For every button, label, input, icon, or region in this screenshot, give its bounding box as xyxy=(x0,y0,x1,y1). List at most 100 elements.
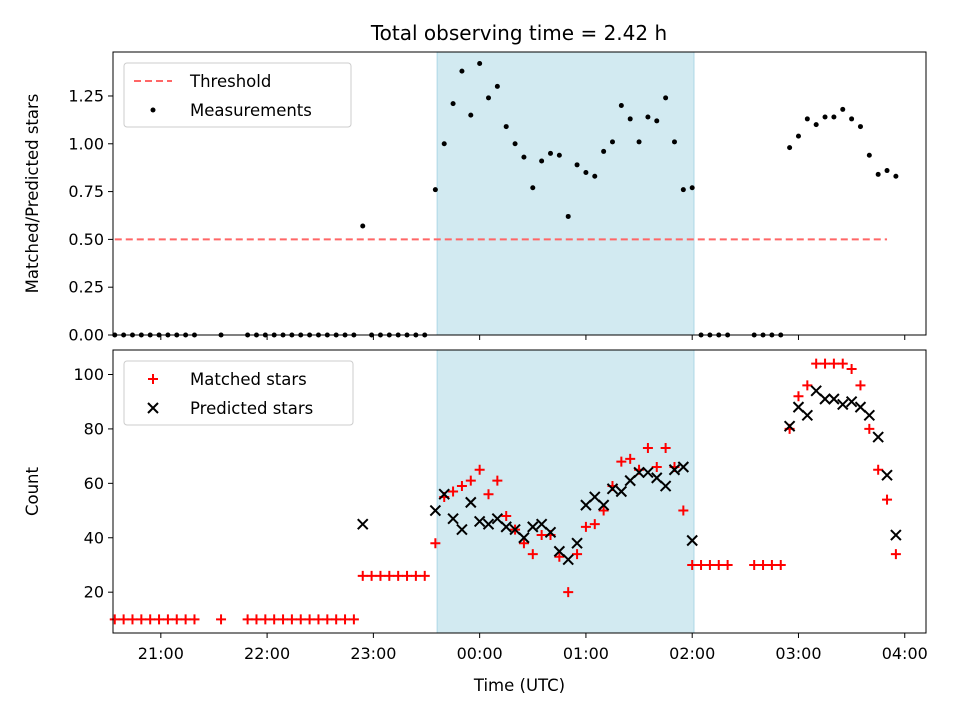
legend: Matched stars Predicted stars xyxy=(123,360,354,426)
measurement-point xyxy=(840,106,846,112)
matched-point xyxy=(474,464,485,475)
matched-point xyxy=(589,519,600,530)
matched-point xyxy=(572,549,583,560)
matched-point xyxy=(118,614,129,625)
predicted-point xyxy=(357,518,369,530)
measurement-point xyxy=(849,116,855,122)
x-tick-label: 23:00 xyxy=(350,644,396,663)
matched-point xyxy=(242,614,253,625)
matched-point xyxy=(171,614,182,625)
predicted-point xyxy=(872,431,884,443)
predicted-point xyxy=(677,461,690,473)
matched-point xyxy=(286,614,297,625)
matched-point xyxy=(766,559,777,570)
matched-point xyxy=(269,614,280,625)
predicted-point xyxy=(527,521,539,533)
predicted-point xyxy=(429,504,442,517)
y-tick-label: 0.25 xyxy=(68,278,104,297)
measurement-point xyxy=(884,168,890,174)
matched-point xyxy=(410,570,421,581)
matched-point xyxy=(402,570,413,581)
predicted-point xyxy=(668,464,681,476)
matched-point xyxy=(828,358,839,369)
predicted-point xyxy=(597,499,610,511)
matched-point xyxy=(278,614,289,625)
measurement-point xyxy=(671,139,677,145)
predicted-point xyxy=(659,480,672,492)
predicted-point xyxy=(571,537,583,549)
x-tick-label: 00:00 xyxy=(457,644,503,663)
predicted-point xyxy=(580,499,592,511)
y-tick-label: 40 xyxy=(84,528,104,547)
predicted-point xyxy=(535,518,548,530)
matched-point xyxy=(616,456,627,467)
predicted-point xyxy=(845,395,858,408)
matched-point xyxy=(162,614,173,625)
matched-point xyxy=(864,423,875,434)
chart-title: Total observing time = 2.42 h xyxy=(370,21,667,45)
matched-point xyxy=(846,364,857,375)
matched-point xyxy=(189,614,200,625)
measurement-point xyxy=(663,95,669,101)
bottom-panel: 20 40 60 80 100 21:00 22:00 23:00 00:00 01:00 02:0… xyxy=(23,349,928,695)
measurement-point xyxy=(813,122,819,128)
measurement-point xyxy=(360,223,366,229)
matched-point xyxy=(430,538,441,549)
matched-point xyxy=(456,481,467,492)
matched-point xyxy=(651,462,662,473)
predicted-point xyxy=(642,466,654,479)
measurement-point xyxy=(601,148,607,154)
measurement-point xyxy=(866,152,872,158)
y-tick-label: 1.25 xyxy=(68,86,104,105)
predicted-point xyxy=(819,393,831,405)
measurement-point xyxy=(512,141,518,147)
measurement-point xyxy=(609,139,615,145)
matched-point xyxy=(331,614,342,625)
y-tick-label: 0.00 xyxy=(68,326,104,345)
measurement-point xyxy=(468,112,474,118)
measurement-point xyxy=(627,116,633,122)
matched-point xyxy=(251,614,262,625)
measurement-point xyxy=(450,101,456,107)
legend-box xyxy=(123,62,352,128)
legend-label: Matched stars xyxy=(190,370,307,389)
predicted-point xyxy=(792,401,805,413)
matched-point xyxy=(660,442,671,453)
top-panel: 0.00 0.25 0.50 0.75 1.00 1.25 Matched/Predicte… xyxy=(23,51,927,345)
predicted-point xyxy=(465,496,477,509)
matched-point xyxy=(678,505,689,516)
matched-point xyxy=(340,614,351,625)
x-tick-label: 22:00 xyxy=(244,644,290,663)
matched-point xyxy=(384,570,395,581)
matched-point xyxy=(518,538,529,549)
predicted-point xyxy=(438,488,450,500)
matched-point xyxy=(527,549,538,560)
predicted-point xyxy=(863,409,876,422)
axes-frame xyxy=(112,349,927,634)
measurement-point xyxy=(680,187,686,193)
predicted-point xyxy=(801,409,814,422)
measurement-point xyxy=(539,158,545,164)
measurement-point xyxy=(831,114,837,120)
matched-point xyxy=(855,380,866,391)
y-tick-label: 0.75 xyxy=(68,182,104,201)
matched-point xyxy=(775,559,786,570)
axes-frame xyxy=(112,51,927,336)
matched-point xyxy=(448,486,459,497)
matched-point xyxy=(136,614,147,625)
y-tick-label: 20 xyxy=(84,583,104,602)
matched-point xyxy=(580,521,591,532)
y-tick-label: 60 xyxy=(84,474,104,493)
predicted-point xyxy=(447,513,459,525)
matched-point xyxy=(260,614,271,625)
matched-point xyxy=(554,551,565,562)
y-axis-label: Count xyxy=(23,466,42,516)
matched-point xyxy=(598,505,609,516)
measurement-point xyxy=(574,162,580,168)
matched-point xyxy=(366,570,377,581)
x-tick-label: 03:00 xyxy=(775,644,821,663)
matched-point xyxy=(749,559,760,570)
measurement-point xyxy=(530,185,536,191)
x-tick-label: 21:00 xyxy=(138,644,184,663)
